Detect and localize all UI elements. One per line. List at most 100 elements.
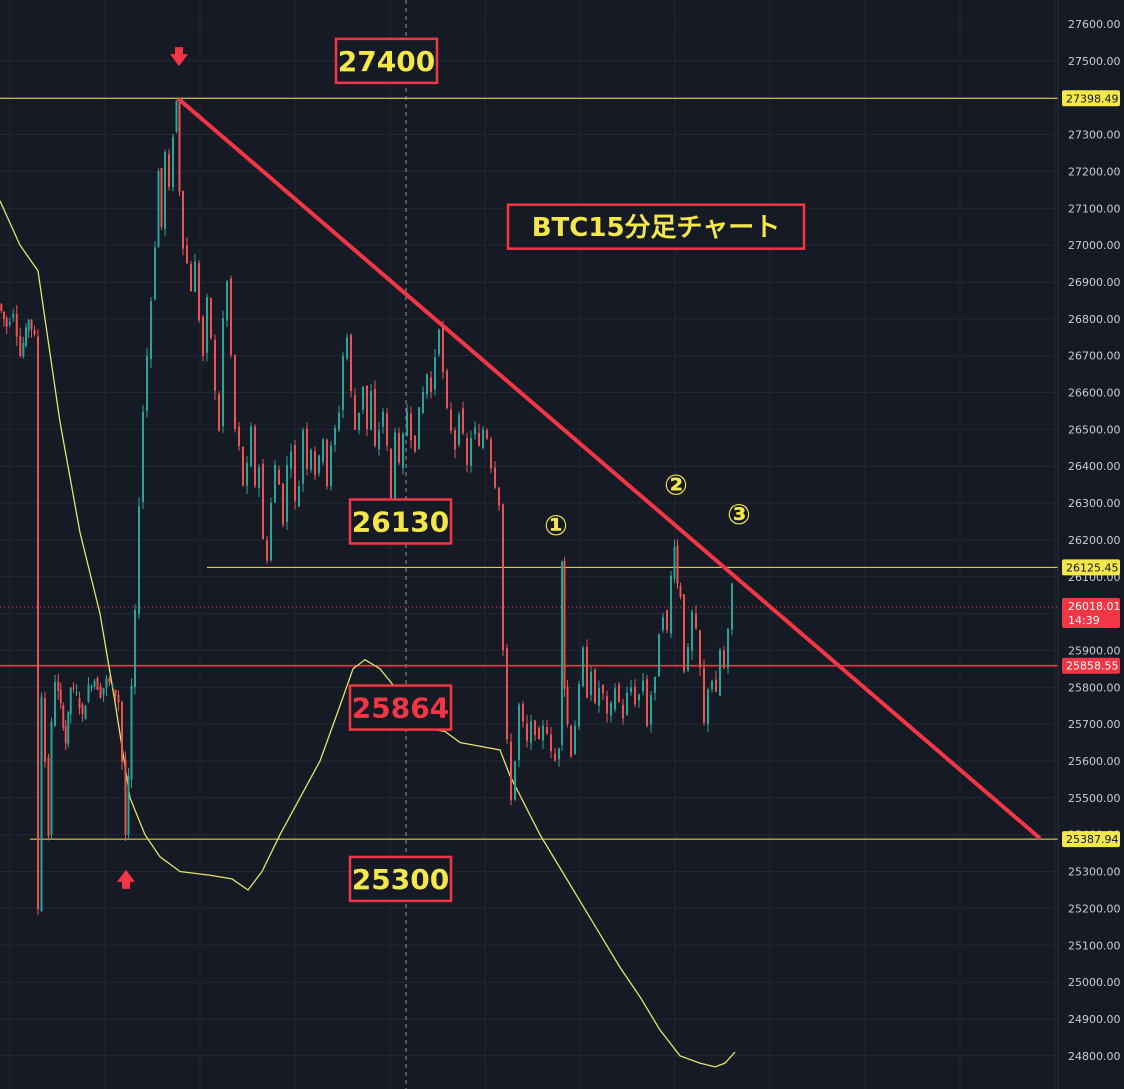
candle-body xyxy=(87,684,90,702)
candle-body xyxy=(622,704,624,719)
candle-body xyxy=(310,449,312,470)
candle-body xyxy=(160,168,163,227)
candle-body xyxy=(602,685,604,694)
candle-body xyxy=(111,684,114,687)
candle-body xyxy=(719,650,721,696)
annotation-box xyxy=(334,37,439,85)
wave-marker: ② xyxy=(664,469,688,502)
moving-average xyxy=(0,200,736,1068)
candle-body xyxy=(386,413,388,446)
candle-body xyxy=(15,313,18,337)
candle-body xyxy=(27,320,30,331)
price-annotation: 26130 xyxy=(352,506,449,539)
candle-body xyxy=(230,278,232,355)
candles xyxy=(0,97,733,916)
candle-body xyxy=(22,342,25,357)
candle-body xyxy=(278,469,280,485)
candle-body xyxy=(210,298,212,338)
candle-body xyxy=(666,610,668,631)
current-price-label: 26018.01 xyxy=(1068,600,1121,613)
candle-body xyxy=(554,753,556,761)
candle-body xyxy=(626,692,628,715)
candle-body xyxy=(650,695,652,725)
candle-body xyxy=(662,617,664,630)
candle-body xyxy=(282,483,284,525)
candle-body xyxy=(707,689,709,724)
candle-body xyxy=(450,409,452,431)
candle-body xyxy=(502,504,504,651)
candle-body xyxy=(108,678,111,683)
price-annotation: 27400 xyxy=(338,45,435,78)
candle-body xyxy=(474,427,476,435)
candle-body xyxy=(322,439,324,462)
candle-body xyxy=(67,711,70,745)
candle-body xyxy=(727,628,729,668)
candle-body xyxy=(127,775,130,836)
candle-body xyxy=(178,101,181,192)
candle-body xyxy=(454,430,456,450)
price-annotation: 25300 xyxy=(352,863,449,896)
candle-body xyxy=(594,669,596,703)
candle-body xyxy=(442,326,444,373)
candle-body xyxy=(33,329,36,335)
candle-body xyxy=(695,613,697,629)
price-annotation: 25864 xyxy=(352,692,449,725)
candle-body xyxy=(0,304,3,311)
wave-marker: ① xyxy=(544,509,568,542)
candle-body xyxy=(274,465,276,503)
candle-body xyxy=(90,686,93,688)
price-axis[interactable]: 24800.00 24900.00 25000.00 25100.00 25200.00… xyxy=(1057,0,1124,1089)
candle-body xyxy=(222,317,224,427)
candle-body xyxy=(242,446,244,486)
level-price-tag xyxy=(1062,90,1120,107)
candle-body xyxy=(654,676,656,693)
y-tick-label: 25100.00 xyxy=(1068,939,1121,952)
candle-body xyxy=(318,455,320,474)
candle-body xyxy=(394,432,396,504)
candle-body xyxy=(534,720,536,736)
chart-title: BTC15分足チャート xyxy=(532,213,781,243)
y-tick-label: 25300.00 xyxy=(1068,866,1121,879)
candle-body xyxy=(683,594,685,672)
candle-body xyxy=(254,426,256,486)
candle-body xyxy=(250,426,252,467)
candle-body xyxy=(370,391,372,430)
candle-body xyxy=(314,451,316,476)
candle-body xyxy=(286,464,288,522)
candle-body xyxy=(687,647,689,671)
candle-body xyxy=(198,263,200,321)
candle-body xyxy=(610,702,612,716)
y-tick-label: 25900.00 xyxy=(1068,644,1121,657)
candle-body xyxy=(175,100,178,132)
candle-body xyxy=(194,261,196,293)
wave-marker: ③ xyxy=(727,498,751,531)
candle-body xyxy=(270,502,272,561)
candle-body xyxy=(458,414,460,445)
candle-body xyxy=(350,335,352,392)
candle-body xyxy=(703,667,705,723)
y-tick-label: 26700.00 xyxy=(1068,350,1121,363)
candle-body xyxy=(3,311,5,319)
candle-body xyxy=(334,428,336,445)
candle-body xyxy=(338,412,340,430)
candle-body xyxy=(646,679,648,726)
candle-body xyxy=(570,725,572,757)
level-price-label: 25387.94 xyxy=(1066,833,1119,846)
candle-body xyxy=(561,561,563,746)
candle-body xyxy=(598,687,600,706)
candle-body xyxy=(402,433,404,469)
candle-body xyxy=(614,688,616,710)
candle-body xyxy=(731,583,733,630)
candle-body xyxy=(218,394,220,431)
candle-body xyxy=(490,439,492,469)
candle-body xyxy=(418,407,420,450)
y-tick-label: 26600.00 xyxy=(1068,387,1121,400)
candle-body xyxy=(190,264,192,292)
candle-body xyxy=(558,748,560,760)
y-tick-label: 25500.00 xyxy=(1068,792,1121,805)
candle-body xyxy=(202,317,204,356)
candle-body xyxy=(670,575,672,634)
candle-body xyxy=(30,319,33,330)
y-tick-label: 26900.00 xyxy=(1068,276,1121,289)
